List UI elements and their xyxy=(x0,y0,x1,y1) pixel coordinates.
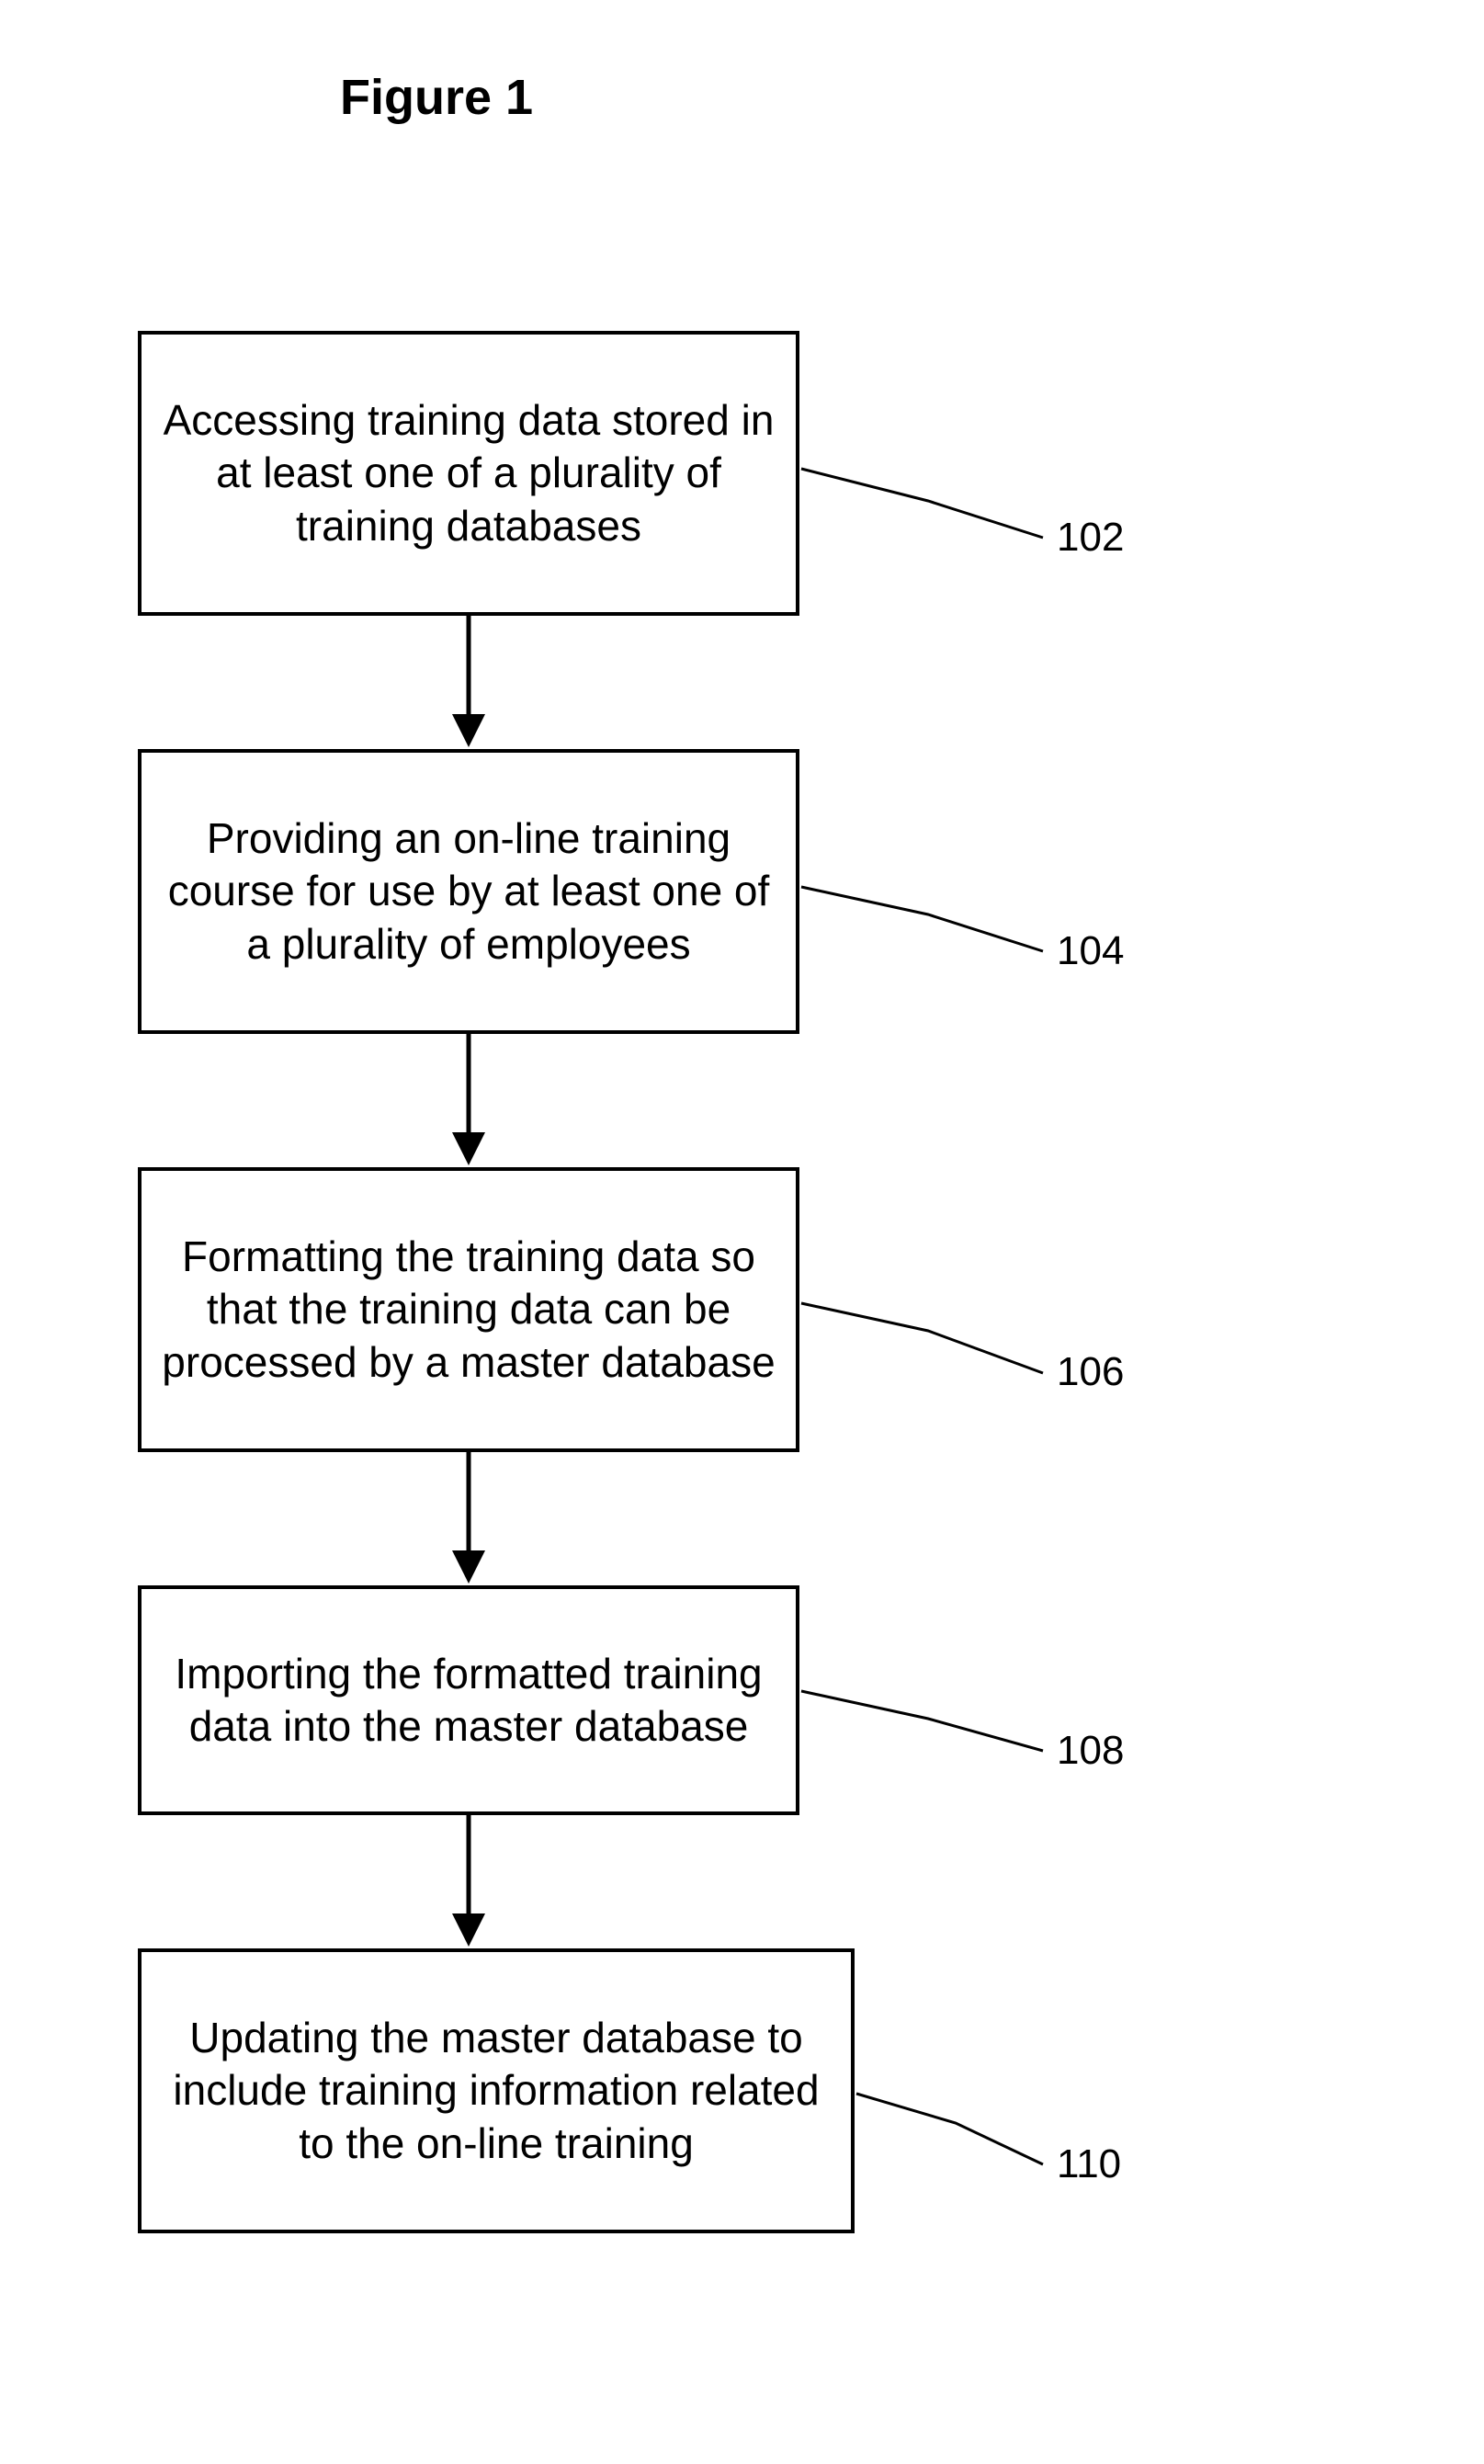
flow-node-1-text: Accessing training data stored in at lea… xyxy=(160,394,777,553)
ref-label-106: 106 xyxy=(1057,1349,1124,1395)
flowchart-page: Figure 1 Accessing training data stored … xyxy=(0,0,1484,2464)
figure-title: Figure 1 xyxy=(340,69,533,126)
flow-node-3: Formatting the training data so that the… xyxy=(138,1167,799,1452)
flow-node-1: Accessing training data stored in at lea… xyxy=(138,331,799,616)
flow-node-3-text: Formatting the training data so that the… xyxy=(160,1231,777,1390)
flow-node-5-text: Updating the master database to include … xyxy=(160,2012,833,2171)
ref-label-102: 102 xyxy=(1057,515,1124,561)
flow-node-4-text: Importing the formatted training data in… xyxy=(160,1648,777,1754)
flow-node-5: Updating the master database to include … xyxy=(138,1948,855,2233)
ref-label-110: 110 xyxy=(1057,2141,1121,2187)
flow-node-2: Providing an on-line training course for… xyxy=(138,749,799,1034)
ref-label-108: 108 xyxy=(1057,1728,1124,1774)
flow-node-2-text: Providing an on-line training course for… xyxy=(160,812,777,971)
flow-node-4: Importing the formatted training data in… xyxy=(138,1585,799,1815)
ref-label-104: 104 xyxy=(1057,928,1124,974)
